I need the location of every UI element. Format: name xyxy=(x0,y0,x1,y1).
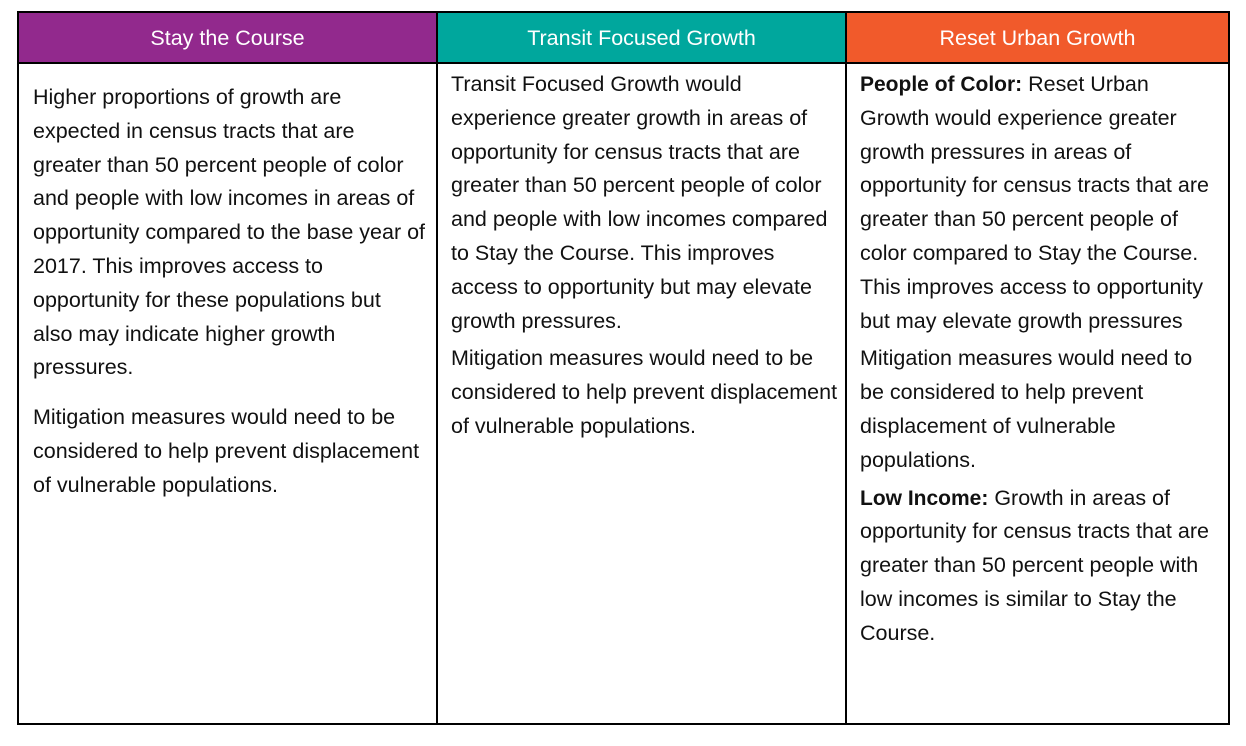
people-of-color-text: Reset Urban Growth would experience grea… xyxy=(860,72,1209,333)
scenario-comparison-table: Stay the Course Transit Focused Growth R… xyxy=(17,11,1230,725)
reset-urban-growth-mitigation: Mitigation measures would need to be con… xyxy=(860,346,1193,472)
cell-stay-the-course: Higher proportions of growth are expecte… xyxy=(19,64,438,723)
reset-urban-growth-people-of-color: People of Color: Reset Urban Growth woul… xyxy=(860,68,1222,338)
people-of-color-label: People of Color: xyxy=(860,73,1023,96)
low-income-label: Low Income: xyxy=(860,486,989,510)
transit-focused-growth-mitigation: Mitigation measures would need to be con… xyxy=(451,346,838,438)
stay-the-course-summary: Higher proportions of growth are expecte… xyxy=(33,85,426,380)
stay-the-course-mitigation: Mitigation measures would need to be con… xyxy=(33,405,420,497)
low-income-text: Growth in areas of opportunity for censu… xyxy=(860,485,1209,645)
header-transit-focused-growth: Transit Focused Growth xyxy=(438,13,847,64)
cell-reset-urban-growth: People of Color: Reset Urban Growth woul… xyxy=(847,64,1228,723)
header-stay-the-course: Stay the Course xyxy=(19,13,438,64)
header-reset-urban-growth: Reset Urban Growth xyxy=(847,13,1228,64)
reset-urban-growth-low-income: Low Income: Growth in areas of opportuni… xyxy=(860,482,1222,651)
cell-transit-focused-growth: Transit Focused Growth would experience … xyxy=(438,64,847,723)
transit-focused-growth-summary: Transit Focused Growth would experience … xyxy=(451,72,828,333)
